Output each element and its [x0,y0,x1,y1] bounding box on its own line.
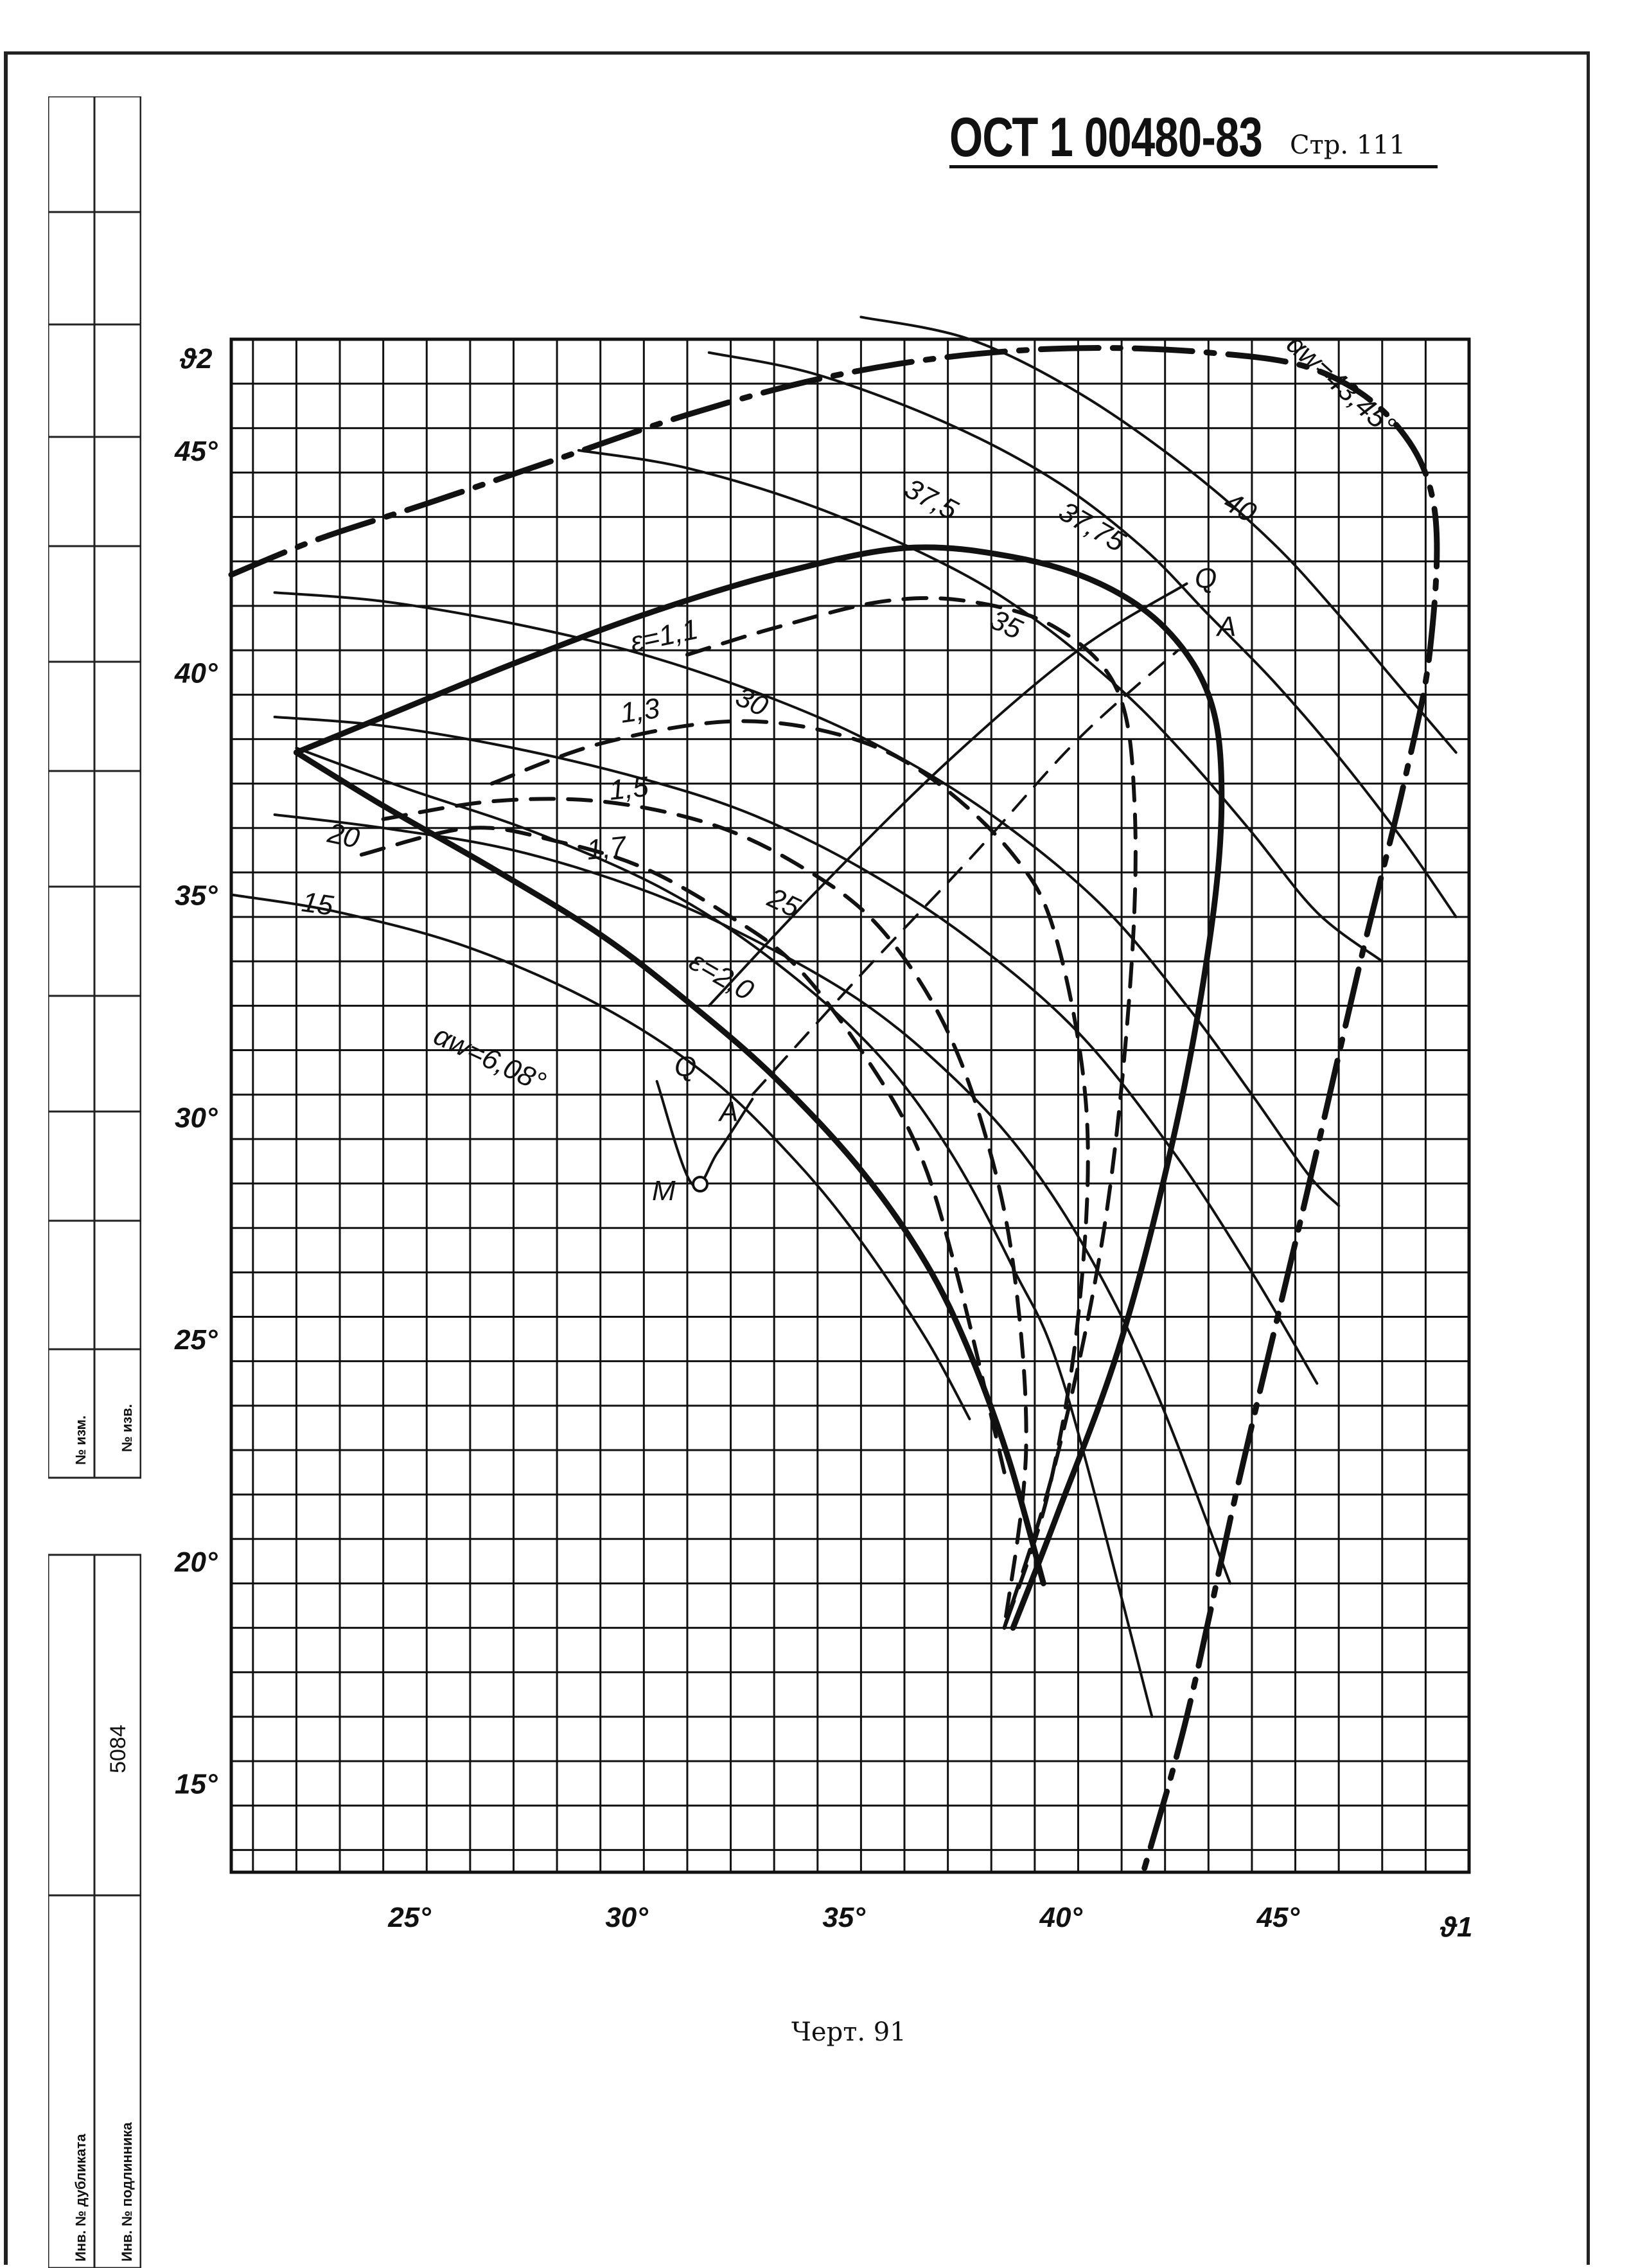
y-tick-label: 30° [175,1102,218,1133]
curve-label-alpha-43-45: αw=43,45° [1280,328,1402,442]
point-label-q-upper: Q [1195,563,1217,594]
series-line-16 [751,649,1179,1096]
curve-label-15: 15 [300,886,336,921]
x-tick-label: 40° [1039,1902,1082,1933]
y-tick-label: 25° [174,1324,218,1356]
chart-ticks: 25° 30° 35° 40° 45° 15° 20° 25° 30° 35° 40° 45° ϑ1 ϑ2 [174,343,1473,1943]
header-rule [949,165,1438,168]
point-label-a-lower: A [718,1096,738,1128]
y-tick-label: 20° [174,1546,218,1578]
document-header: ОСТ 1 00480-83 Стр. 111 [949,106,1438,170]
x-tick-label: 35° [822,1902,865,1933]
curve-label-30: 30 [731,681,773,723]
y-tick-label: 35° [175,880,218,911]
series-line-3 [273,591,1341,1207]
series-line-10 [685,596,1138,1630]
title-block-grid: № изм. № изв. 5084 Инв. № дубликата Инв.… [48,96,141,2268]
plot-border [229,337,1471,1874]
curve-label-eps-1-3: 1,3 [619,693,662,729]
x-tick-label: 45° [1256,1902,1300,1933]
series-line-4 [273,715,1319,1385]
curve-label-40: 40 [1219,486,1262,529]
point-label-m: M [652,1175,676,1207]
chart-grid [229,337,1471,1874]
document-code: ОСТ 1 00480-83 [949,107,1263,168]
curve-label-37-5: 37,5 [899,473,963,527]
x-axis-label: ϑ1 [1440,1911,1473,1943]
point-m-marker [692,1176,709,1192]
chart-series [228,315,1457,1875]
curve-label-eps-1-7: 1,7 [585,831,628,866]
series-line-0 [577,448,1384,963]
series-line-14 [293,749,1046,1586]
y-axis-label: ϑ2 [179,343,213,375]
y-tick-label: 40° [174,658,218,689]
y-tick-label: 45° [174,436,218,467]
series-line-11 [489,719,1090,1630]
curve-label-alpha-6-08: αw=6,08° [429,1020,550,1099]
series-line-8 [228,345,1440,1875]
series-line-12 [381,797,1028,1630]
series-line-15 [707,582,1188,1007]
figure-caption: Черт. 91 [791,2017,906,2047]
title-block-strip: № изм. № изв. 5084 Инв. № дубликата Инв.… [48,96,141,2268]
original-inventory-label: Инв. № подлинника [119,2122,135,2262]
curve-label-eps-2-0: ε=2,0 [684,945,759,1007]
duplicate-inventory-label: Инв. № дубликата [73,2133,89,2262]
x-tick-label: 25° [387,1902,431,1933]
y-tick-label: 15° [175,1769,218,1800]
curve-label-20: 20 [324,817,363,855]
curve-label-eps-1-5: 1,5 [608,771,650,806]
point-label-a-upper: A [1215,611,1236,642]
point-label-q-lower: Q [674,1051,696,1083]
x-tick-label: 30° [605,1902,648,1933]
series-line-6 [295,747,1154,1718]
series-line-7 [230,893,971,1421]
izm-label: № изм. [73,1415,89,1465]
inventory-number: 5084 [106,1724,130,1773]
curve-label-eps-1-1: ε=1,1 [628,614,701,659]
series-line-2 [859,315,1457,754]
page-number: Стр. 111 [1290,130,1406,160]
izv-label: № изв. [119,1404,135,1452]
series-line-9 [293,544,1225,1631]
series-line-13 [359,826,1007,1475]
page-frame [4,51,1590,2265]
series-line-1 [707,351,1457,919]
